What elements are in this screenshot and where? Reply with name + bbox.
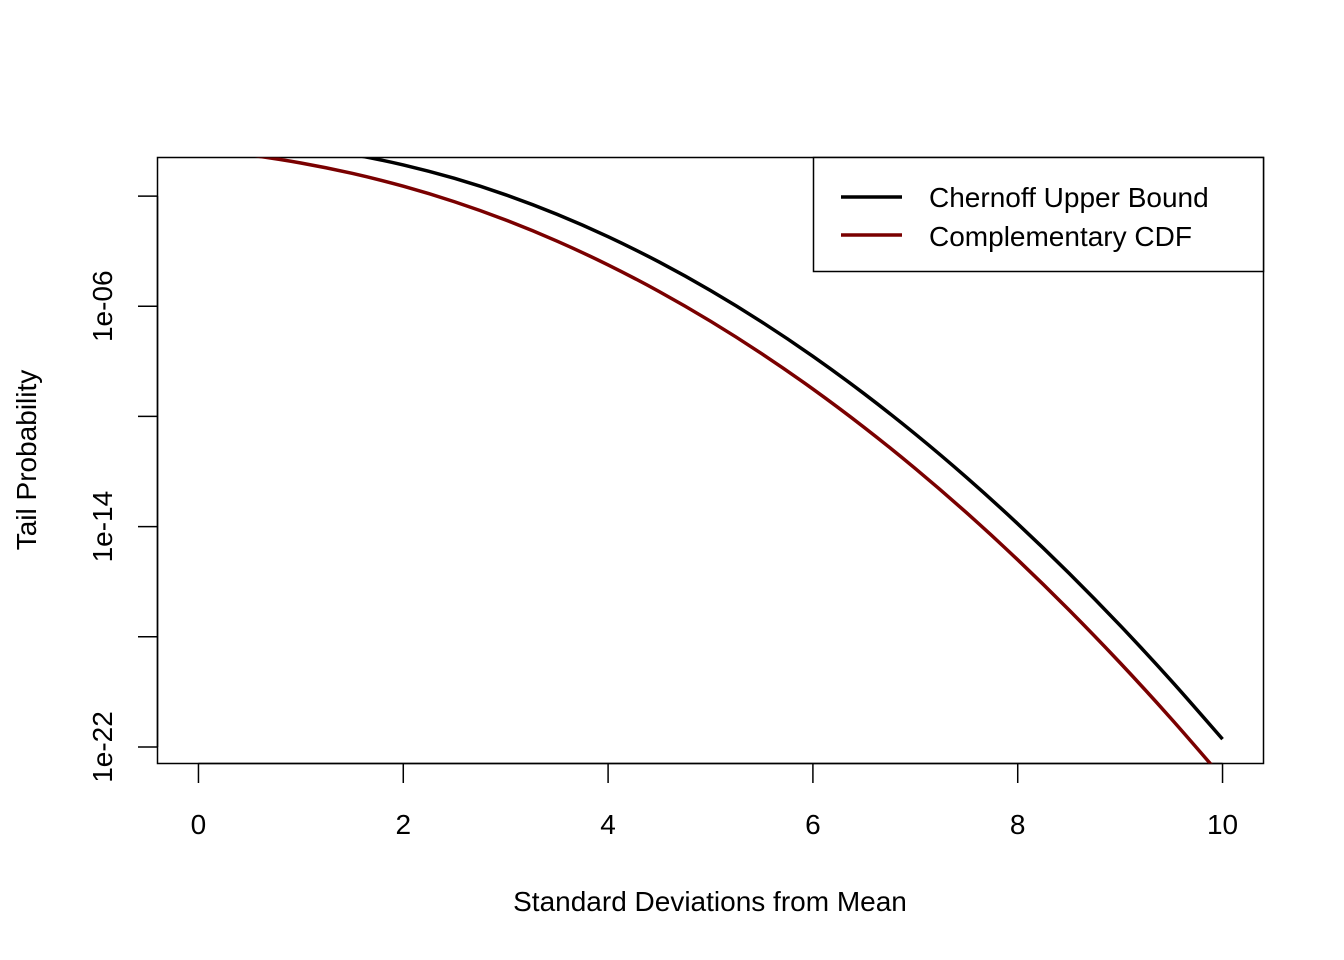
x-tick-label: 8 (1010, 809, 1026, 840)
x-tick-label: 0 (191, 809, 207, 840)
x-tick-label: 4 (600, 809, 616, 840)
legend-label-chernoff: Chernoff Upper Bound (929, 182, 1209, 213)
x-tick-label: 6 (805, 809, 821, 840)
x-axis-label: Standard Deviations from Mean (513, 886, 907, 917)
series-line-0 (359, 157, 1224, 741)
y-tick-label: 1e-22 (87, 711, 118, 783)
legend-box (812, 156, 1265, 273)
y-tick-label: 1e-14 (87, 491, 118, 563)
y-axis-label: Tail Probability (11, 370, 42, 551)
x-tick-label: 2 (395, 809, 411, 840)
y-axis: 1e-22 1e-14 1e-06 (87, 195, 159, 783)
series-line-1 (254, 157, 1213, 764)
y-tick-label: 1e-06 (87, 270, 118, 342)
legend-label-ccdf: Complementary CDF (929, 221, 1192, 252)
x-tick-label: 10 (1207, 809, 1238, 840)
x-axis: 0 2 4 6 8 10 (191, 762, 1238, 840)
legend: Chernoff Upper Bound Complementary CDF (812, 156, 1265, 273)
series-layer (254, 157, 1224, 764)
